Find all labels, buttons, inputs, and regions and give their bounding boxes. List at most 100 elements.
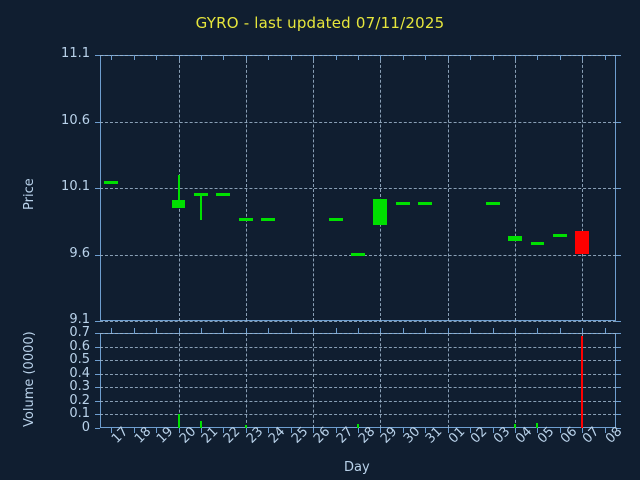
volume-y-axis-tick-label: 0.6 xyxy=(69,338,90,354)
volume-y-axis-tick-label: 0.7 xyxy=(69,325,90,340)
volume-y-axis-tick-mark xyxy=(616,333,621,334)
candle-body-flat xyxy=(261,218,276,222)
candle-wick xyxy=(199,193,202,220)
volume-y-axis-tick-mark xyxy=(95,414,100,416)
x-axis-tick-mark xyxy=(156,428,158,433)
volume-y-axis-tick-mark xyxy=(95,387,100,389)
x-axis-tick-mark xyxy=(492,328,494,333)
x-axis-tick-mark xyxy=(425,328,427,333)
volume-bar xyxy=(357,423,359,428)
x-axis-tick-mark xyxy=(313,55,315,60)
candle-body xyxy=(373,198,388,226)
x-axis-tick-mark xyxy=(470,55,472,60)
volume-bar xyxy=(536,422,539,428)
x-axis-tick-mark xyxy=(335,328,337,333)
price-gridline xyxy=(100,321,616,322)
y-axis-tick-label: 9.6 xyxy=(69,245,90,261)
volume-y-axis-tick-mark xyxy=(95,333,100,334)
volume-y-axis-tick-label: 0 xyxy=(81,420,90,435)
candle-body xyxy=(194,193,208,196)
x-axis-tick-mark xyxy=(425,55,427,60)
y-axis-tick-label: 9.1 xyxy=(69,312,90,327)
x-axis-tick-mark xyxy=(133,55,135,60)
x-axis-tick-mark xyxy=(515,428,517,433)
x-axis-tick-mark xyxy=(156,328,158,333)
x-axis-tick-mark xyxy=(313,328,315,333)
volume-bar xyxy=(244,425,247,428)
volume-bar xyxy=(177,414,180,428)
x-axis-tick-mark xyxy=(358,328,359,333)
volume-bar xyxy=(199,421,202,428)
x-axis-tick-mark xyxy=(470,328,472,333)
y-axis-tick-mark xyxy=(616,121,621,123)
candle-body-flat xyxy=(552,234,567,238)
x-axis-tick-mark xyxy=(402,428,404,433)
x-axis-tick-mark xyxy=(178,55,180,60)
candle-body-flat xyxy=(485,202,500,206)
candle-body-flat xyxy=(216,193,231,197)
candle-body-flat xyxy=(351,253,365,256)
y-axis-tick-label: 11.1 xyxy=(61,46,90,61)
x-axis-tick-mark xyxy=(200,55,202,60)
x-axis-tick-mark xyxy=(313,428,315,433)
x-axis-tick-mark xyxy=(380,55,382,60)
candle-body-flat xyxy=(238,218,253,222)
y-axis-tick-label: 10.6 xyxy=(61,112,90,128)
y-axis-tick-mark xyxy=(616,321,621,322)
candle-body xyxy=(508,235,522,242)
x-axis-tick-mark xyxy=(604,328,606,333)
x-axis-tick-mark xyxy=(358,55,359,60)
volume-y-axis-tick-mark xyxy=(616,428,621,429)
x-axis-tick-mark xyxy=(268,428,270,433)
volume-y-axis-tick-mark xyxy=(616,373,621,375)
y-axis-tick-mark xyxy=(95,55,100,56)
x-axis-tick-mark xyxy=(290,55,292,60)
volume-y-axis-tick-mark xyxy=(95,400,100,402)
x-axis-tick-mark xyxy=(358,428,359,433)
volume-y-axis-tick-mark xyxy=(616,360,621,362)
x-axis-tick-mark xyxy=(178,428,180,433)
x-axis-tick-mark xyxy=(200,428,202,433)
y-axis-tick-mark xyxy=(616,254,621,256)
volume-y-axis-tick-mark xyxy=(95,428,100,429)
volume-bar xyxy=(514,423,517,428)
volume-y-axis-tick-mark xyxy=(616,414,621,416)
x-axis-tick-mark xyxy=(223,55,225,60)
x-axis-tick-mark xyxy=(335,55,337,60)
volume-y-axis-tick-mark xyxy=(616,346,621,348)
x-axis-title: Day xyxy=(344,460,370,475)
x-axis-tick-mark xyxy=(604,428,606,433)
x-axis-tick-mark xyxy=(178,328,180,333)
y-axis-tick-mark xyxy=(95,321,100,322)
x-axis-tick-mark xyxy=(515,55,517,60)
x-axis-tick-mark xyxy=(402,55,404,60)
x-axis-tick-mark xyxy=(111,428,113,433)
x-axis-tick-mark xyxy=(133,328,135,333)
x-axis-tick-mark xyxy=(604,55,606,60)
x-axis-tick-mark xyxy=(223,428,225,433)
chart-title: GYRO - last updated 07/11/2025 xyxy=(195,14,445,32)
x-axis-tick-mark xyxy=(156,55,158,60)
candle-body-flat xyxy=(104,181,119,185)
volume-bar xyxy=(581,335,584,428)
candle-body xyxy=(575,230,590,255)
x-axis-tick-mark xyxy=(111,55,113,60)
x-axis-tick-mark xyxy=(492,428,494,433)
x-axis-tick-mark xyxy=(268,328,270,333)
x-axis-tick-mark xyxy=(245,328,247,333)
x-axis-tick-mark xyxy=(425,428,427,433)
x-axis-tick-mark xyxy=(200,328,202,333)
y-axis-tick-mark xyxy=(616,55,621,56)
x-axis-tick-mark xyxy=(290,328,292,333)
x-axis-tick-mark xyxy=(582,428,584,433)
x-axis-tick-mark xyxy=(559,328,561,333)
x-axis-tick-mark xyxy=(335,428,337,433)
x-axis-tick-mark xyxy=(559,428,561,433)
x-axis-tick-mark xyxy=(245,428,247,433)
x-axis-tick-mark xyxy=(290,428,292,433)
y-axis-title-volume: Volume (0000) xyxy=(22,330,37,427)
x-axis-tick-mark xyxy=(447,328,449,333)
volume-y-axis-tick-label: 0.1 xyxy=(69,406,90,422)
candle-wick xyxy=(177,174,180,208)
x-axis-tick-mark xyxy=(515,328,517,333)
